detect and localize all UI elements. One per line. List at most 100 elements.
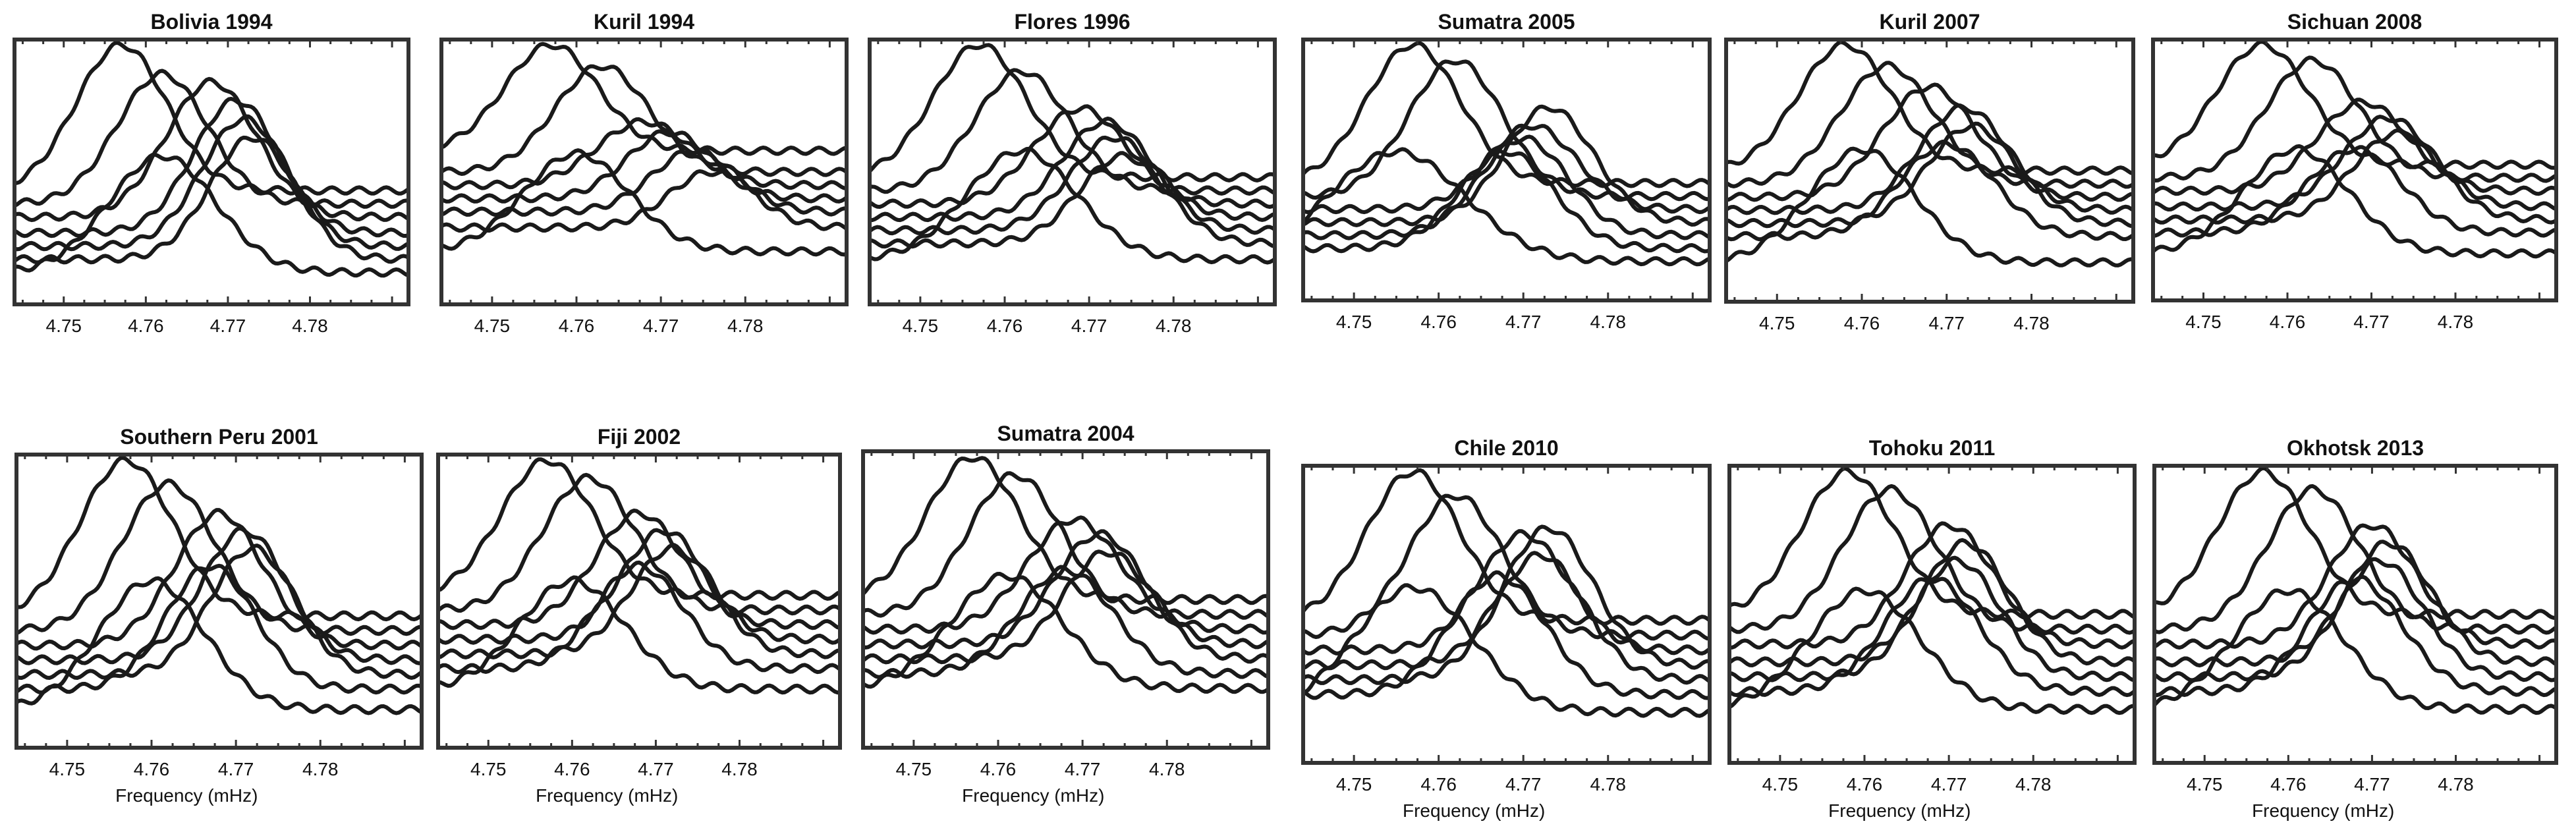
- panel-10: Chile 2010 4.75 4.76 4.77 4.78 Frequency (mHz…: [1301, 436, 1712, 821]
- series-line: [2153, 145, 2556, 238]
- x-tick-label: 4.77: [1505, 774, 1542, 794]
- series-line: [2154, 588, 2556, 715]
- series-line: [441, 42, 847, 156]
- series-line: [441, 64, 847, 177]
- series-line: [1303, 147, 1710, 267]
- panel-title: Sumatra 2004: [997, 422, 1134, 445]
- x-tick-label: 4.75: [2187, 774, 2223, 794]
- plot-frame: [2152, 464, 2558, 765]
- plot-frame: [861, 449, 1270, 750]
- panel-3: Flores 1996 4.75 4.76 4.77 4.78: [868, 10, 1277, 336]
- series-line: [2154, 574, 2556, 698]
- x-tick-label: 4.77: [1929, 313, 1965, 333]
- series-line: [438, 575, 840, 695]
- series-line: [1303, 570, 1710, 700]
- x-tick-label: 4.78: [1590, 774, 1627, 794]
- series-line: [16, 508, 422, 651]
- series-line: [1303, 529, 1710, 655]
- x-tick-label: 4.76: [2270, 774, 2307, 794]
- series-line: [438, 528, 840, 645]
- series-line: [870, 104, 1275, 209]
- x-tick-label: 4.78: [1590, 312, 1627, 332]
- x-tick-label: 4.77: [210, 316, 246, 336]
- plot-frame: [868, 38, 1277, 306]
- series-line: [863, 515, 1268, 635]
- panel-title: Sumatra 2005: [1438, 10, 1575, 34]
- x-tick-label: 4.78: [302, 759, 339, 779]
- plot-frame: [1727, 464, 2137, 765]
- series-line: [1729, 538, 2135, 667]
- series-line: [2154, 466, 2556, 620]
- x-tick-label: 4.78: [2438, 774, 2474, 794]
- x-tick-label: 4.76: [134, 759, 170, 779]
- series-line: [16, 576, 422, 715]
- panel-1: Bolivia 1994 4.75 4.76 4.77 4.78: [13, 10, 410, 336]
- series-line: [1303, 104, 1710, 227]
- plot-frame: [2151, 38, 2558, 302]
- x-axis-label: Frequency (mHz): [962, 785, 1104, 806]
- series-line: [870, 146, 1275, 265]
- series-line: [438, 509, 840, 630]
- panel-title: Fiji 2002: [598, 425, 681, 449]
- x-tick-label: 4.78: [721, 759, 758, 779]
- series-line: [863, 529, 1268, 650]
- x-tick-label: 4.78: [727, 316, 764, 336]
- series-line: [2153, 55, 2556, 183]
- series-line: [870, 43, 1275, 182]
- series-line: [16, 526, 422, 665]
- x-tick-label: 4.78: [2015, 774, 2052, 794]
- x-axis-label: Frequency (mHz): [115, 785, 258, 806]
- series-line: [16, 563, 422, 695]
- series-line: [14, 76, 408, 223]
- series-line: [438, 560, 840, 675]
- x-tick-label: 4.77: [2353, 312, 2390, 332]
- series-line: [1303, 134, 1710, 240]
- plot-frame: [13, 38, 410, 306]
- series-line: [1303, 551, 1710, 685]
- x-tick-label: 4.76: [1420, 774, 1457, 794]
- series-line: [2153, 98, 2556, 196]
- series-line: [1303, 59, 1710, 202]
- x-tick-label: 4.76: [1420, 312, 1457, 332]
- panel-title: Kuril 2007: [1880, 10, 1980, 34]
- x-tick-label: 4.78: [292, 316, 328, 336]
- x-tick-label: 4.76: [554, 759, 590, 779]
- series-line: [441, 129, 847, 204]
- x-tick-label: 4.77: [1931, 774, 1967, 794]
- series-line: [1303, 148, 1710, 254]
- series-line: [1303, 583, 1710, 718]
- x-tick-label: 4.76: [128, 316, 164, 336]
- series-line: [1303, 468, 1710, 626]
- x-axis-label: Frequency (mHz): [1403, 800, 1545, 821]
- x-tick-label: 4.78: [1156, 316, 1192, 336]
- series-line: [2154, 523, 2556, 650]
- x-tick-label: 4.75: [474, 316, 511, 336]
- series-line: [438, 543, 840, 659]
- series-line: [1726, 61, 2133, 189]
- panel-7: Southern Peru 2001 4.75 4.76 4.77 4.78 Freque…: [14, 425, 424, 806]
- x-tick-label: 4.77: [1505, 312, 1542, 332]
- series-line: [1726, 82, 2133, 202]
- panel-9: Sumatra 2004 4.75 4.76 4.77 4.78 Frequency (m…: [861, 422, 1270, 806]
- series-line: [1729, 576, 2135, 698]
- x-tick-label: 4.75: [1336, 774, 1372, 794]
- series-line: [863, 565, 1268, 679]
- series-line: [2154, 540, 2556, 668]
- panel-title: Tohoku 2011: [1869, 436, 1995, 460]
- series-line: [1729, 466, 2135, 620]
- series-line: [14, 114, 408, 252]
- series-line: [1726, 146, 2133, 267]
- x-tick-label: 4.77: [2354, 774, 2390, 794]
- panel-title: Okhotsk 2013: [2287, 436, 2424, 460]
- x-tick-label: 4.75: [896, 759, 932, 779]
- x-tick-label: 4.77: [638, 759, 674, 779]
- series-line: [1303, 123, 1710, 215]
- series-line: [863, 471, 1268, 620]
- series-line: [1729, 555, 2135, 683]
- plot-frame: [14, 453, 424, 750]
- series-line: [2154, 557, 2556, 683]
- x-tick-label: 4.75: [1336, 312, 1372, 332]
- panel-11: Tohoku 2011 4.75 4.76 4.77 4.78 Frequency (mH…: [1727, 436, 2137, 821]
- x-tick-label: 4.78: [1149, 759, 1185, 779]
